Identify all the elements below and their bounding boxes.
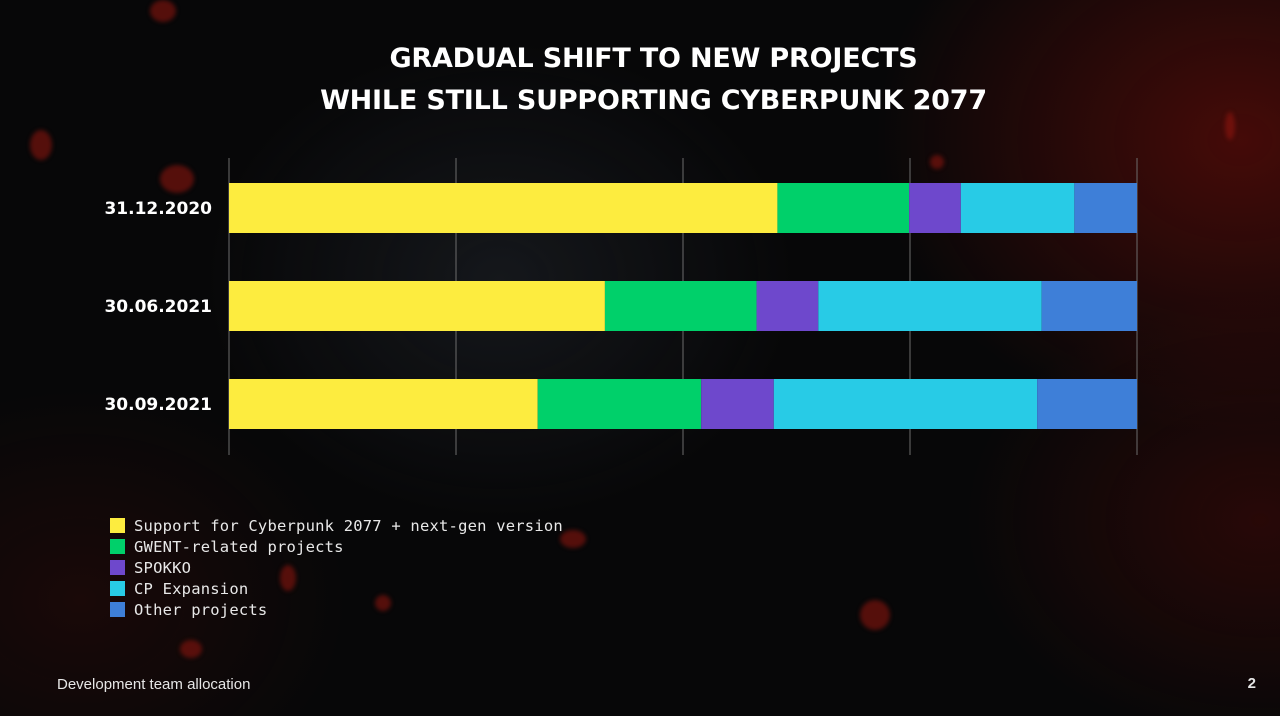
legend-swatch-support <box>110 518 125 533</box>
legend-item-spokko: SPOKKO <box>110 557 563 578</box>
footer-caption: Development team allocation <box>57 676 251 693</box>
bar-segment-support-for-cyberpunk-2077-next-gen-version <box>229 281 605 331</box>
bar-segment-gwent-related-projects <box>777 183 910 233</box>
bar-segment-spokko <box>701 379 774 429</box>
background-ember <box>860 600 890 630</box>
legend-item-other: Other projects <box>110 599 563 620</box>
bar-segment-other-projects <box>1037 379 1137 429</box>
bar-segment-support-for-cyberpunk-2077-next-gen-version <box>229 379 538 429</box>
legend-label-other: Other projects <box>134 600 268 619</box>
chart-title: GRADUAL SHIFT TO NEW PROJECTS WHILE STIL… <box>0 38 1280 122</box>
legend-swatch-cp-expansion <box>110 581 125 596</box>
category-label: 31.12.2020 <box>104 199 212 219</box>
background-ember <box>560 530 586 548</box>
legend-swatch-other <box>110 602 125 617</box>
background-ember <box>1225 112 1235 140</box>
bar-segment-gwent-related-projects <box>537 379 702 429</box>
legend-swatch-spokko <box>110 560 125 575</box>
legend-item-support: Support for Cyberpunk 2077 + next-gen ve… <box>110 515 563 536</box>
bar-segment-cp-expansion <box>818 281 1042 331</box>
bar-segment-spokko <box>756 281 819 331</box>
title-line-2: WHILE STILL SUPPORTING CYBERPUNK 2077 <box>320 85 987 116</box>
bar-segment-spokko <box>909 183 961 233</box>
bar-segment-other-projects <box>1041 281 1137 331</box>
chart-legend: Support for Cyberpunk 2077 + next-gen ve… <box>110 515 563 620</box>
category-label: 30.06.2021 <box>104 297 212 317</box>
background-ember <box>180 640 202 658</box>
legend-label-support: Support for Cyberpunk 2077 + next-gen ve… <box>134 516 563 535</box>
legend-label-cp-expansion: CP Expansion <box>134 579 249 598</box>
legend-item-gwent: GWENT-related projects <box>110 536 563 557</box>
page-number: 2 <box>1247 675 1256 692</box>
bar-segment-gwent-related-projects <box>604 281 757 331</box>
legend-swatch-gwent <box>110 539 125 554</box>
category-label: 30.09.2021 <box>104 395 212 415</box>
bar-segment-cp-expansion <box>960 183 1075 233</box>
background-ember <box>375 595 391 611</box>
background-ember <box>160 165 194 193</box>
stacked-bar-chart: 31.12.2020 30.06.2021 30.09.2021 <box>104 158 1138 455</box>
background-ember <box>280 565 296 591</box>
background-ember <box>30 130 52 160</box>
background-ember <box>930 155 944 169</box>
legend-label-spokko: SPOKKO <box>134 558 192 577</box>
bar-segment-support-for-cyberpunk-2077-next-gen-version <box>229 183 778 233</box>
title-line-1: GRADUAL SHIFT TO NEW PROJECTS <box>389 43 918 74</box>
legend-label-gwent: GWENT-related projects <box>134 537 344 556</box>
bar-segment-cp-expansion <box>773 379 1038 429</box>
bar-segment-other-projects <box>1074 183 1137 233</box>
background-ember <box>150 0 176 22</box>
legend-item-cp-expansion: CP Expansion <box>110 578 563 599</box>
